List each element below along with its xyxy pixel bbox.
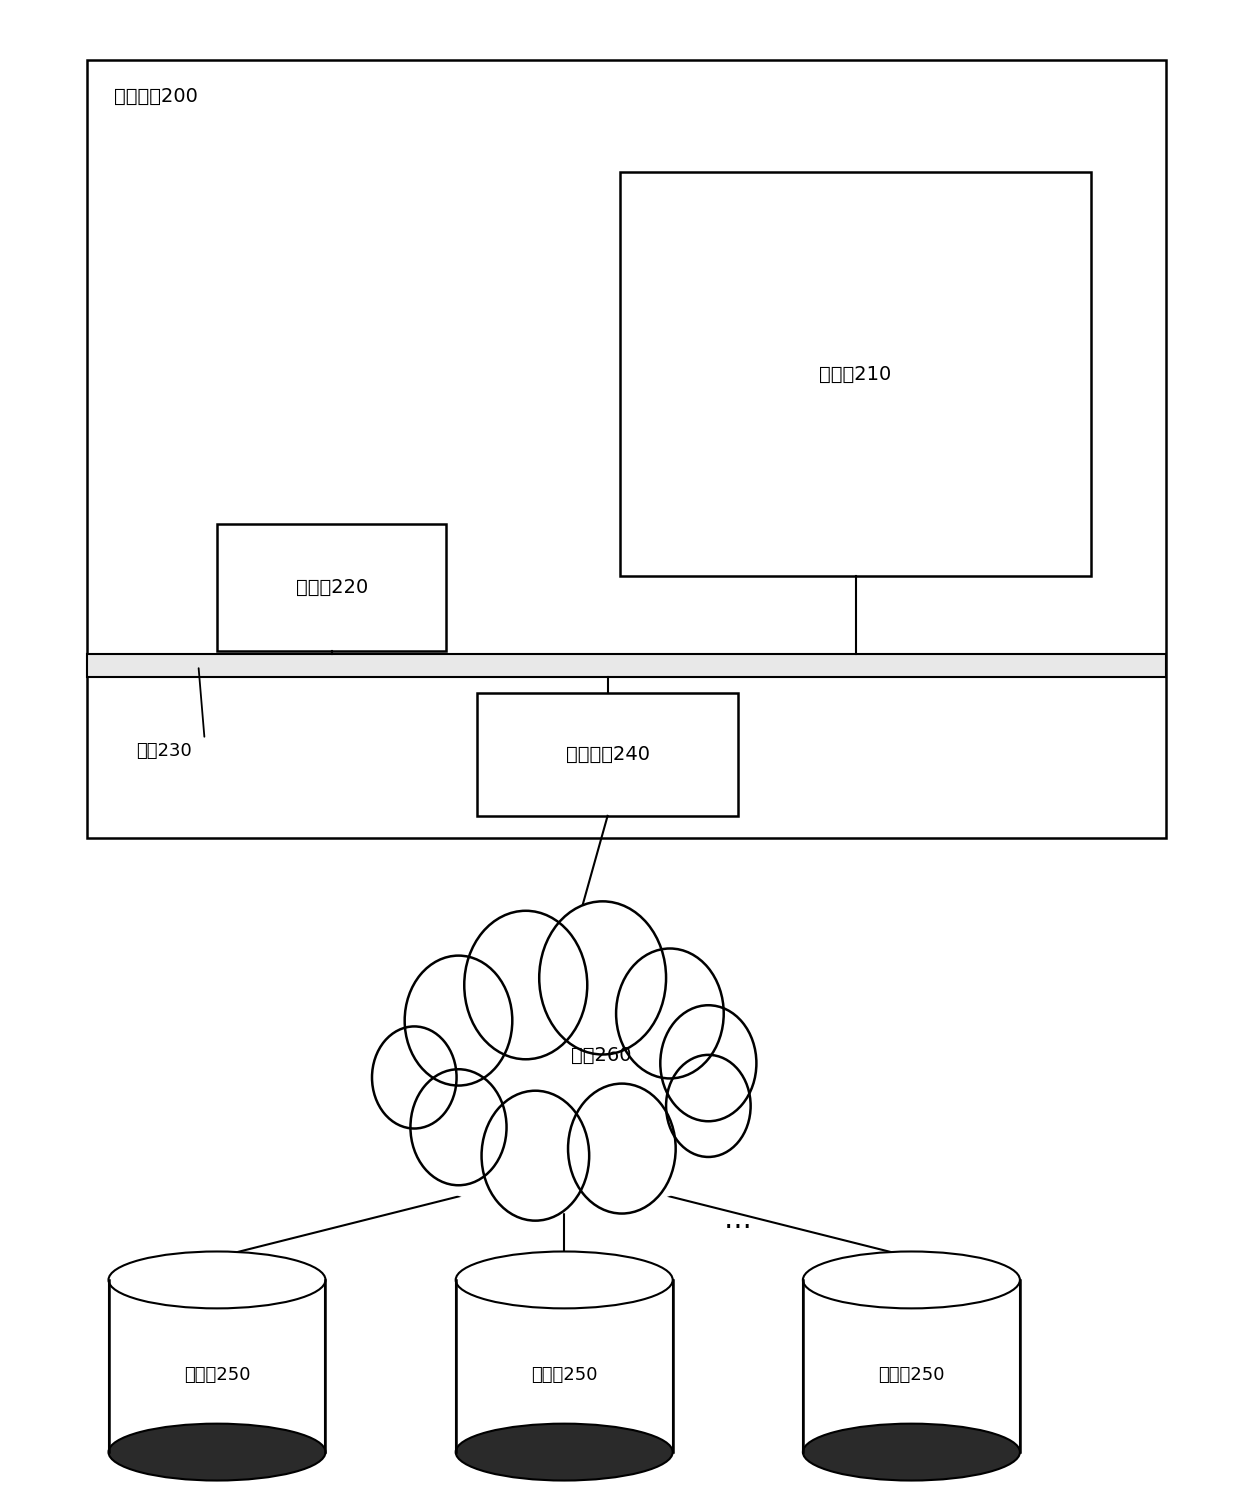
Bar (109, 1280, 325, 1452)
Ellipse shape (109, 1424, 325, 1481)
Text: 数据库250: 数据库250 (184, 1365, 250, 1383)
Text: 数据库250: 数据库250 (531, 1365, 598, 1383)
Circle shape (464, 910, 588, 1060)
Circle shape (410, 1069, 507, 1186)
Bar (456, 1280, 672, 1452)
Bar (217, 524, 446, 651)
Bar (804, 1280, 1021, 1452)
Ellipse shape (804, 1251, 1019, 1308)
Circle shape (404, 955, 512, 1085)
Ellipse shape (109, 1251, 325, 1308)
Text: 处理器220: 处理器220 (295, 578, 368, 597)
Circle shape (568, 1084, 676, 1214)
Bar (87, 60, 1166, 838)
Ellipse shape (343, 928, 785, 1213)
Bar (477, 693, 738, 816)
Text: 总线230: 总线230 (136, 743, 192, 760)
Text: 接入设备240: 接入设备240 (565, 746, 650, 763)
Text: …: … (724, 1207, 751, 1234)
Text: 网络260: 网络260 (572, 1046, 631, 1064)
Circle shape (372, 1027, 456, 1129)
Circle shape (616, 949, 724, 1078)
Text: 计算设备200: 计算设备200 (114, 87, 198, 106)
Circle shape (481, 1091, 589, 1220)
Ellipse shape (456, 1424, 672, 1481)
Text: 数据库250: 数据库250 (878, 1365, 945, 1383)
Ellipse shape (804, 1424, 1019, 1481)
Bar (87, 654, 1166, 677)
Ellipse shape (456, 1251, 672, 1308)
Circle shape (666, 1055, 750, 1157)
Circle shape (661, 1006, 756, 1121)
Text: 存储器210: 存储器210 (820, 365, 892, 383)
Circle shape (539, 901, 666, 1054)
Bar (620, 172, 1091, 576)
